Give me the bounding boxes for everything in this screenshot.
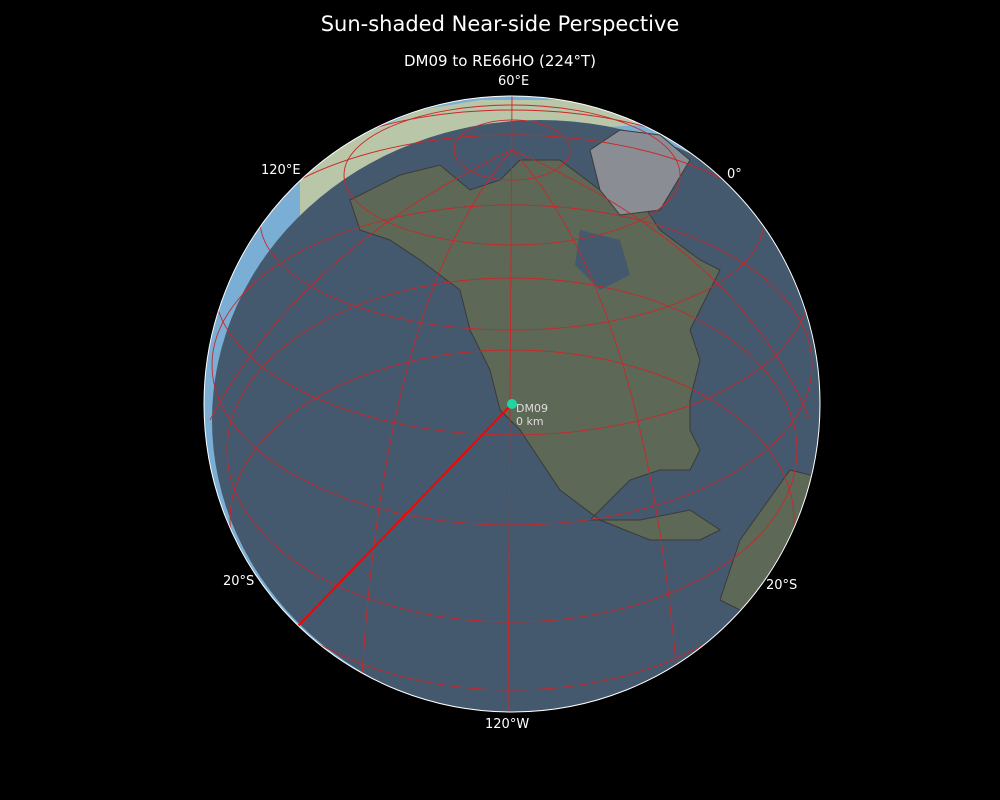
label-120w: 120°W	[485, 717, 530, 732]
label-120e: 120°E	[261, 163, 301, 178]
label-20s-right: 20°S	[766, 578, 798, 593]
map-subtitle: DM09 to RE66HO (224°T)	[403, 52, 596, 70]
land-hudson-bay	[575, 230, 630, 290]
label-60e: 60°E	[498, 74, 530, 89]
label-20s-left: 20°S	[223, 574, 255, 589]
marker-label: DM09	[516, 402, 548, 415]
land-north-america	[349, 159, 721, 541]
land-greenland	[589, 129, 691, 216]
label-0: 0°	[727, 167, 742, 182]
dm09-marker[interactable]	[507, 399, 517, 409]
globe-outline	[203, 95, 821, 713]
marker-distance: 0 km	[516, 415, 544, 428]
great-circle-path	[297, 403, 513, 627]
map-title: Sun-shaded Near-side Perspective	[320, 12, 680, 36]
